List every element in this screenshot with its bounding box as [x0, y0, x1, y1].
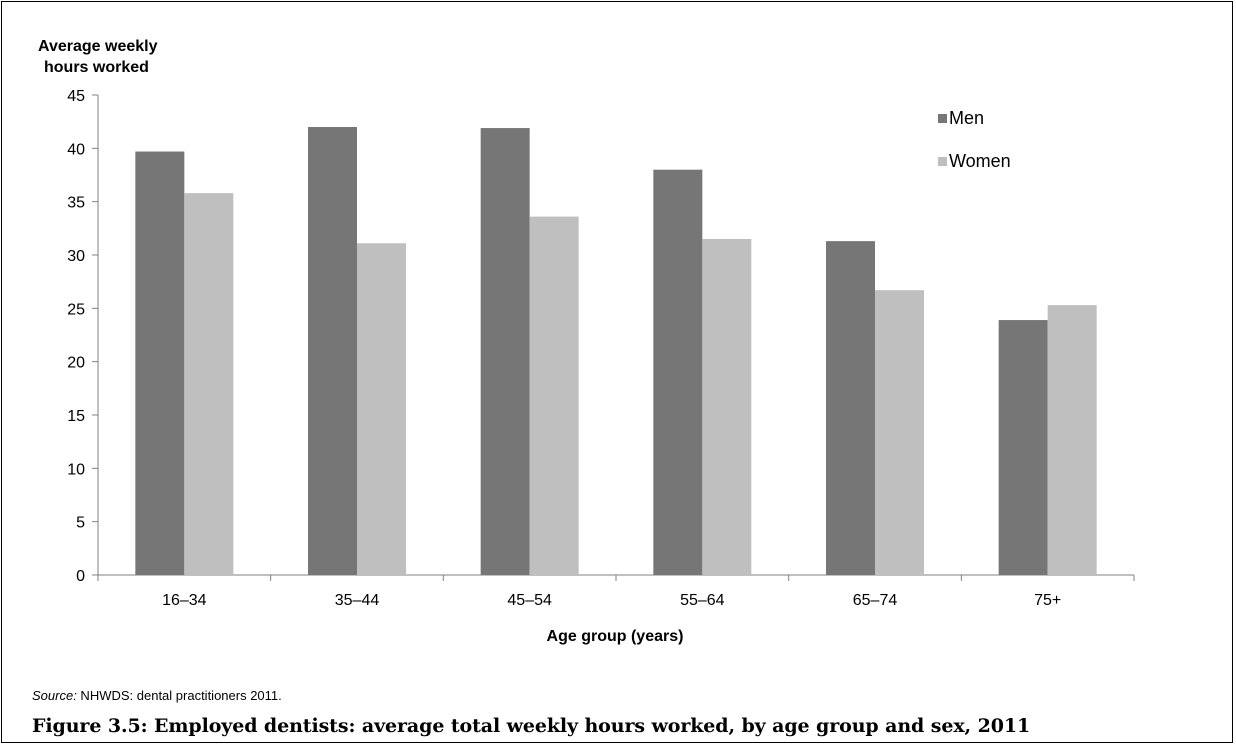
- bar-men-6: [998, 320, 1048, 575]
- bar-women-3: [529, 216, 579, 575]
- source-label: Source:: [32, 688, 77, 703]
- y-tick-label: 0: [76, 568, 85, 585]
- bar-women-5: [875, 290, 924, 575]
- bar-women-6: [1047, 305, 1097, 575]
- x-tick-label: 75+: [1034, 592, 1061, 609]
- y-tick-label: 15: [67, 408, 85, 425]
- source-text: NHWDS: dental practitioners 2011.: [76, 688, 282, 703]
- y-tick-label: 45: [67, 88, 85, 105]
- source-note: Source: NHWDS: dental practitioners 2011…: [32, 688, 282, 703]
- figure-caption: Figure 3.5: Employed dentists: average t…: [32, 715, 1031, 737]
- legend-label-women: Women: [949, 151, 1011, 171]
- y-axis-title-line1: Average weekly: [38, 38, 158, 55]
- y-tick-label: 10: [67, 461, 85, 478]
- bar-men-4: [653, 169, 703, 575]
- y-axis-title-line2: hours worked: [44, 59, 149, 76]
- x-tick-label: 45–54: [507, 592, 552, 609]
- y-tick-label: 30: [67, 248, 85, 265]
- y-tick-label: 5: [76, 515, 85, 532]
- legend-label-men: Men: [949, 108, 984, 128]
- y-tick-label: 35: [67, 195, 85, 212]
- y-tick-label: 20: [67, 355, 85, 372]
- x-tick-label: 16–34: [162, 592, 207, 609]
- y-tick-label: 40: [67, 141, 85, 158]
- bar-men-5: [826, 241, 875, 575]
- bar-men-3: [480, 128, 530, 576]
- legend-swatch-women: [938, 157, 947, 166]
- bar-men-2: [308, 127, 357, 575]
- plot-area: 0 5 10 15 20 25 30 35 40 45 16–34 35–44 45–54 55–64 65…: [67, 88, 1135, 609]
- x-tick-label: 55–64: [680, 592, 725, 609]
- bar-women-4: [702, 239, 752, 575]
- bar-women-1: [184, 193, 234, 575]
- bar-women-2: [357, 243, 406, 575]
- x-tick-label: 65–74: [853, 592, 898, 609]
- x-axis-title: Age group (years): [547, 628, 684, 645]
- legend-swatch-men: [938, 114, 947, 123]
- bar-chart: Average weekly hours worked 0 5 10 15 20 25 30…: [38, 38, 1135, 645]
- x-tick-label: 35–44: [335, 592, 380, 609]
- y-tick-label: 25: [67, 301, 85, 318]
- bar-men-1: [135, 151, 185, 576]
